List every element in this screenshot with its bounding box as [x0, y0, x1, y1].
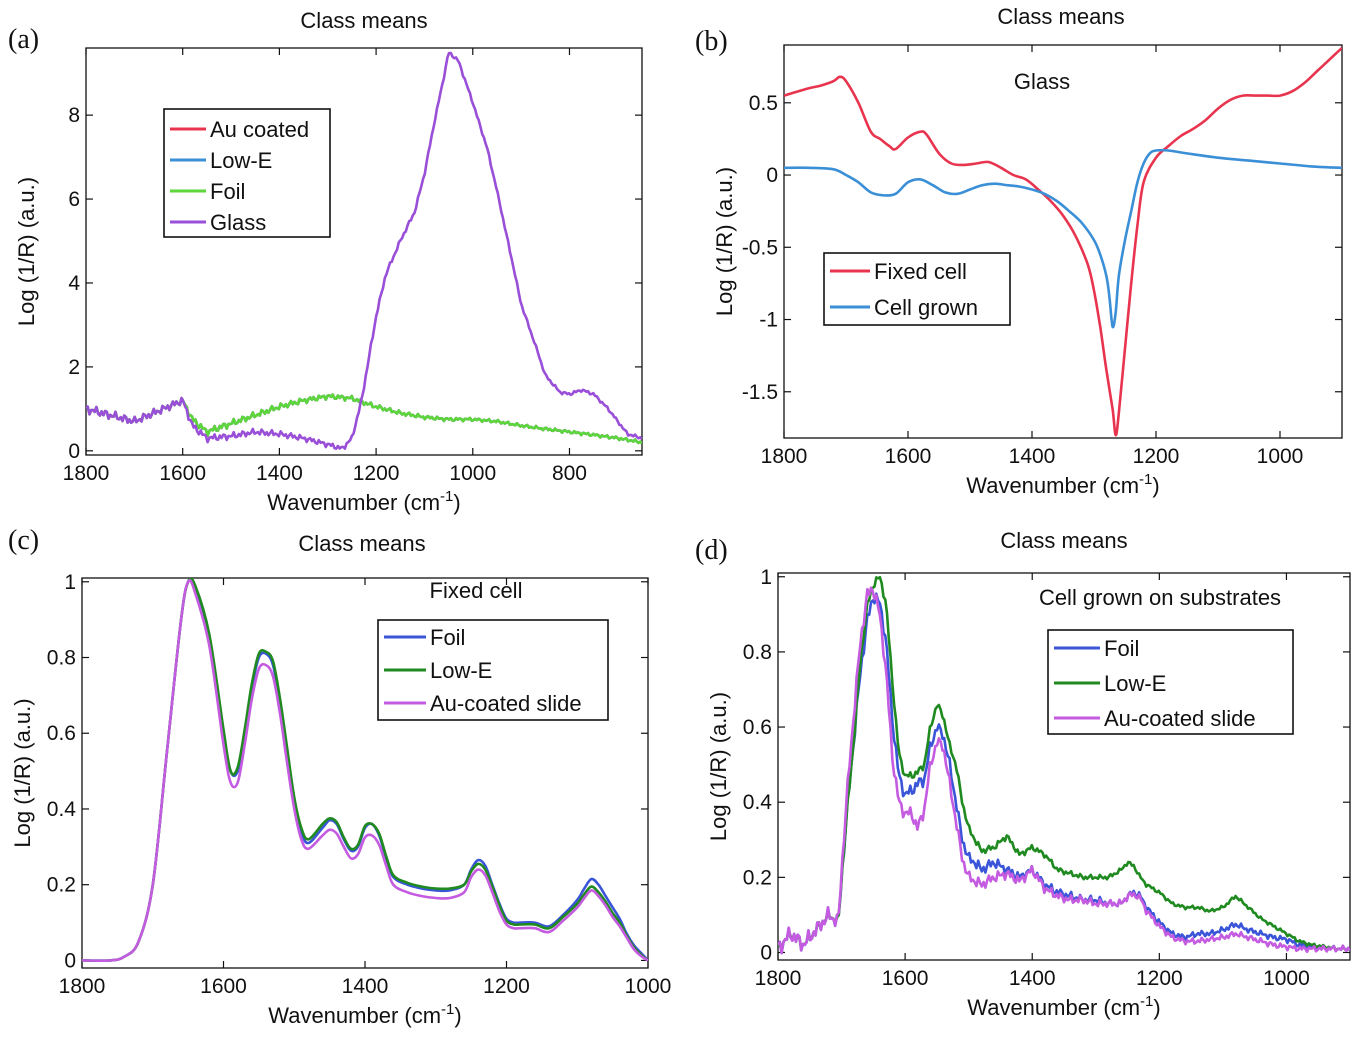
chart-panel-c: 1800 1600 1400 1200 1000 0 0.2 0.4 0.6 0.8 1 Class …	[8, 525, 671, 1028]
series-line-au-coated-slide	[82, 578, 648, 963]
x-axis-label: Wavenumber (cm-1)	[966, 471, 1159, 498]
y-tick-label: 6	[68, 188, 80, 211]
legend-entry: Foil	[430, 625, 465, 650]
x-tick-label: 1200	[1133, 445, 1180, 468]
x-tick-label: 1800	[59, 975, 106, 998]
x-tick-label: 1600	[885, 445, 932, 468]
series-line-fixed-cell	[784, 46, 1342, 437]
y-tick-label: 0	[68, 440, 80, 463]
chart-subtitle: Glass	[1014, 69, 1070, 94]
legend: Fixed cell Cell grown	[823, 252, 1011, 326]
y-tick-label: 0.4	[47, 798, 77, 821]
panel-label: (d)	[695, 535, 728, 566]
y-axis-label: Log (1/R) (a.u.)	[10, 698, 35, 847]
y-axis-label: Log (1/R) (a.u.)	[706, 692, 731, 841]
plot-frame	[783, 44, 1343, 439]
chart-panel-b: 1800 1600 1400 1200 1000 0.5 0 -0.5 -1 -1.5 Class …	[695, 4, 1343, 498]
x-axis-label: Wavenumber (cm-1)	[267, 488, 460, 515]
x-tick-label: 1200	[483, 975, 530, 998]
legend-entry: Foil	[210, 179, 245, 204]
series-group	[784, 46, 1342, 437]
legend-entry: Au-coated slide	[430, 691, 582, 716]
x-tick-label: 1600	[200, 975, 247, 998]
legend-entry: Glass	[210, 210, 266, 235]
chart-panel-d: 1800 1600 1400 1200 1000 0 0.2 0.4 0.6 0.8 1 Class …	[695, 528, 1351, 1020]
x-axis-label: Wavenumber (cm-1)	[967, 993, 1160, 1020]
y-tick-label: 4	[68, 272, 80, 295]
y-tick-label: 0	[766, 164, 778, 187]
series-line-cell-grown	[784, 148, 1342, 329]
x-tick-label: 1400	[1009, 967, 1056, 990]
y-tick-label: 0.2	[47, 874, 76, 897]
legend: Foil Low-E Au-coated slide	[1047, 629, 1294, 735]
panel-label: (c)	[8, 525, 39, 556]
x-tick-label: 1600	[159, 462, 206, 485]
y-tick-label: 0	[64, 949, 76, 972]
x-tick-label: 1800	[761, 445, 808, 468]
legend: Foil Low-E Au-coated slide	[377, 619, 609, 721]
chart-subtitle: Cell grown on substrates	[1039, 585, 1281, 610]
series-line-glass	[86, 51, 642, 450]
x-tick-label: 1000	[449, 462, 496, 485]
y-tick-label: 0	[760, 941, 772, 964]
series-group	[82, 578, 648, 963]
x-tick-label: 1600	[882, 967, 929, 990]
chart-subtitle: Fixed cell	[430, 578, 523, 603]
legend-entry: Fixed cell	[874, 259, 967, 284]
legend-entry: Low-E	[1104, 671, 1166, 696]
x-tick-label: 1200	[353, 462, 400, 485]
chart-panel-a: 1800 1600 1400 1200 1000 800 0 2 4 6 8 Class means (…	[8, 8, 643, 515]
series-group	[86, 51, 642, 450]
x-tick-label: 1800	[755, 967, 802, 990]
y-tick-label: 0.8	[743, 641, 772, 664]
series-line-low-e	[82, 578, 648, 963]
legend-box	[823, 252, 1011, 326]
y-axis-label: Log (1/R) (a.u.)	[14, 177, 39, 326]
y-tick-label: 0.6	[47, 722, 76, 745]
legend-entry: Foil	[1104, 636, 1139, 661]
x-tick-label: 1000	[1263, 967, 1310, 990]
chart-title: Class means	[300, 8, 427, 33]
legend-entry: Low-E	[430, 658, 492, 683]
series-line-au-coated-slide	[778, 586, 1350, 955]
y-tick-label: 2	[68, 356, 80, 379]
x-tick-label: 1400	[342, 975, 389, 998]
x-tick-label: 1800	[63, 462, 110, 485]
legend-entry: Low-E	[210, 148, 272, 173]
x-axis-label: Wavenumber (cm-1)	[268, 1001, 461, 1028]
y-tick-label: 0.5	[749, 92, 778, 115]
panel-label: (a)	[8, 24, 39, 55]
y-tick-label: 0.6	[743, 716, 772, 739]
x-tick-label: 1000	[625, 975, 672, 998]
series-line-low-e	[778, 575, 1350, 952]
legend-entry: Cell grown	[874, 295, 978, 320]
x-tick-label: 1000	[1257, 445, 1304, 468]
chart-title: Class means	[298, 531, 425, 556]
y-tick-label: -0.5	[742, 236, 778, 259]
y-tick-label: 0.8	[47, 647, 76, 670]
y-tick-label: -1	[759, 309, 778, 332]
panel-label: (b)	[695, 26, 728, 57]
legend-entry: Au-coated slide	[1104, 706, 1256, 731]
y-tick-label: -1.5	[742, 381, 778, 404]
x-tick-label: 800	[552, 462, 587, 485]
x-tick-label: 1200	[1136, 967, 1183, 990]
legend-entry: Au coated	[210, 117, 309, 142]
x-tick-label: 1400	[1009, 445, 1056, 468]
y-tick-label: 1	[760, 566, 772, 589]
x-tick-label: 1400	[256, 462, 303, 485]
legend: Au coated Low-E Foil Glass	[163, 108, 331, 238]
y-tick-label: 0.4	[743, 791, 773, 814]
y-axis-label: Log (1/R) (a.u.)	[712, 167, 737, 316]
chart-title: Class means	[997, 4, 1124, 29]
series-group	[778, 575, 1350, 955]
y-tick-label: 8	[68, 104, 80, 127]
chart-title: Class means	[1000, 528, 1127, 553]
y-tick-label: 0.2	[743, 866, 772, 889]
y-tick-label: 1	[64, 571, 76, 594]
